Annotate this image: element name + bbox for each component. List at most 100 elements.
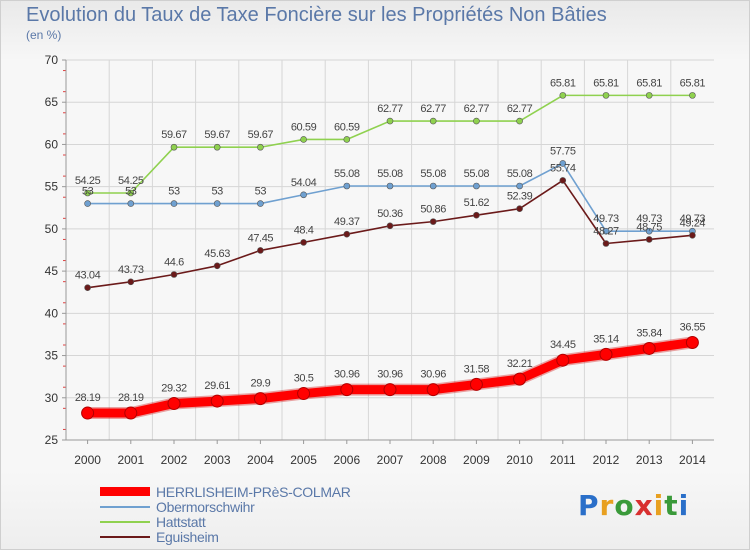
x-tick-label: 2006 [333,453,360,467]
data-label: 54.25 [118,175,144,187]
data-point [84,189,91,197]
logo-letter: P [578,489,600,522]
legend-swatch [100,505,150,508]
x-tick-label: 2011 [550,453,576,467]
data-label: 65.81 [636,77,662,89]
legend-item: Hattstatt [100,513,351,530]
data-point [300,239,307,246]
data-label: 55.08 [507,168,533,180]
x-tick-label: 2012 [593,453,620,467]
data-point [689,92,696,99]
data-point [429,117,437,125]
data-point [513,372,527,386]
data-point [473,117,480,125]
data-point [689,232,696,239]
x-tick-label: 2005 [290,453,317,467]
proxiti-logo: Proxiti [578,489,689,522]
data-point [213,143,221,151]
data-label: 52.39 [507,191,533,203]
data-point [559,177,567,184]
data-point [556,353,570,367]
legend: HERRLISHEIM-PRèS-COLMAR Obermorschwihr Hat… [100,484,351,545]
x-tick-label: 2009 [463,453,490,467]
x-tick-label: 2010 [506,453,533,467]
legend-label: Eguisheim [156,528,219,545]
data-labels: 28.19 28.19 29.32 29.61 29.9 30.5 30.96 30.96 30… [75,77,706,404]
chart-subtitle: (en %) [26,28,62,42]
data-label: 31.58 [464,363,490,375]
data-point [386,117,394,125]
data-label: 53 [255,186,267,198]
logo-letter: o [614,489,635,522]
legend-label: Obermorschwihr [156,498,255,515]
data-point [257,247,264,254]
data-label: 43.73 [118,264,144,276]
data-point [84,200,91,207]
data-label: 60.59 [291,121,317,133]
data-point [124,406,138,420]
x-tick-label: 2000 [74,453,101,467]
data-point [343,136,351,143]
legend-label: Hattstatt [156,513,206,530]
data-label: 49.24 [680,217,706,229]
data-label: 34.45 [550,339,576,351]
logo-letter: t [664,489,679,522]
data-label: 44.6 [164,256,184,268]
data-point [170,200,178,207]
data-point [84,284,91,291]
legend-item: HERRLISHEIM-PRèS-COLMAR [100,484,351,500]
legend-item: Obermorschwihr [100,498,351,515]
data-label: 36.55 [680,321,706,333]
data-label: 62.77 [507,103,533,115]
data-label: 48.4 [294,224,314,236]
data-point [559,160,567,167]
data-label: 65.81 [550,77,576,89]
data-label: 29.61 [204,380,230,392]
data-label: 32.21 [507,358,533,370]
data-label: 51.62 [464,197,490,209]
x-tick-label: 2007 [377,453,404,467]
data-point [343,182,351,190]
data-label: 50.36 [377,208,403,220]
y-tick-label: 70 [45,53,59,67]
data-point [300,191,307,199]
data-label: 59.67 [161,129,187,141]
data-label: 43.04 [75,270,101,282]
y-tick-label: 40 [45,306,59,320]
legend-item: Eguisheim [100,528,351,545]
data-point [645,227,653,235]
data-label: 49.73 [636,213,662,225]
data-point [642,341,656,355]
data-point [170,143,178,151]
data-point [599,347,613,361]
data-label: 30.5 [294,373,314,385]
data-label: 48.27 [593,225,619,237]
data-label: 53 [82,186,94,198]
data-point [602,227,610,235]
y-tick-label: 65 [45,95,59,109]
legend-swatch [100,535,150,538]
y-tick-label: 30 [45,391,59,405]
data-point [81,406,95,420]
data-label: 62.77 [377,103,403,115]
data-label: 55.08 [377,168,403,180]
data-point [383,383,397,397]
data-label: 30.96 [420,369,446,381]
data-point [645,92,653,99]
data-label: 49.73 [593,213,619,225]
legend-swatch [100,487,150,496]
data-label: 62.77 [420,103,446,115]
y-tick-label: 25 [45,433,59,447]
y-tick-label: 35 [45,349,59,363]
data-point [429,182,437,190]
data-label: 30.96 [377,369,403,381]
data-label: 54.25 [75,175,101,187]
data-point [602,240,610,247]
data-point [257,143,264,151]
data-label: 35.84 [636,327,662,339]
data-point [559,92,567,99]
data-point [516,182,523,190]
data-label: 55.08 [464,168,490,180]
logo-letter: i [653,489,665,522]
